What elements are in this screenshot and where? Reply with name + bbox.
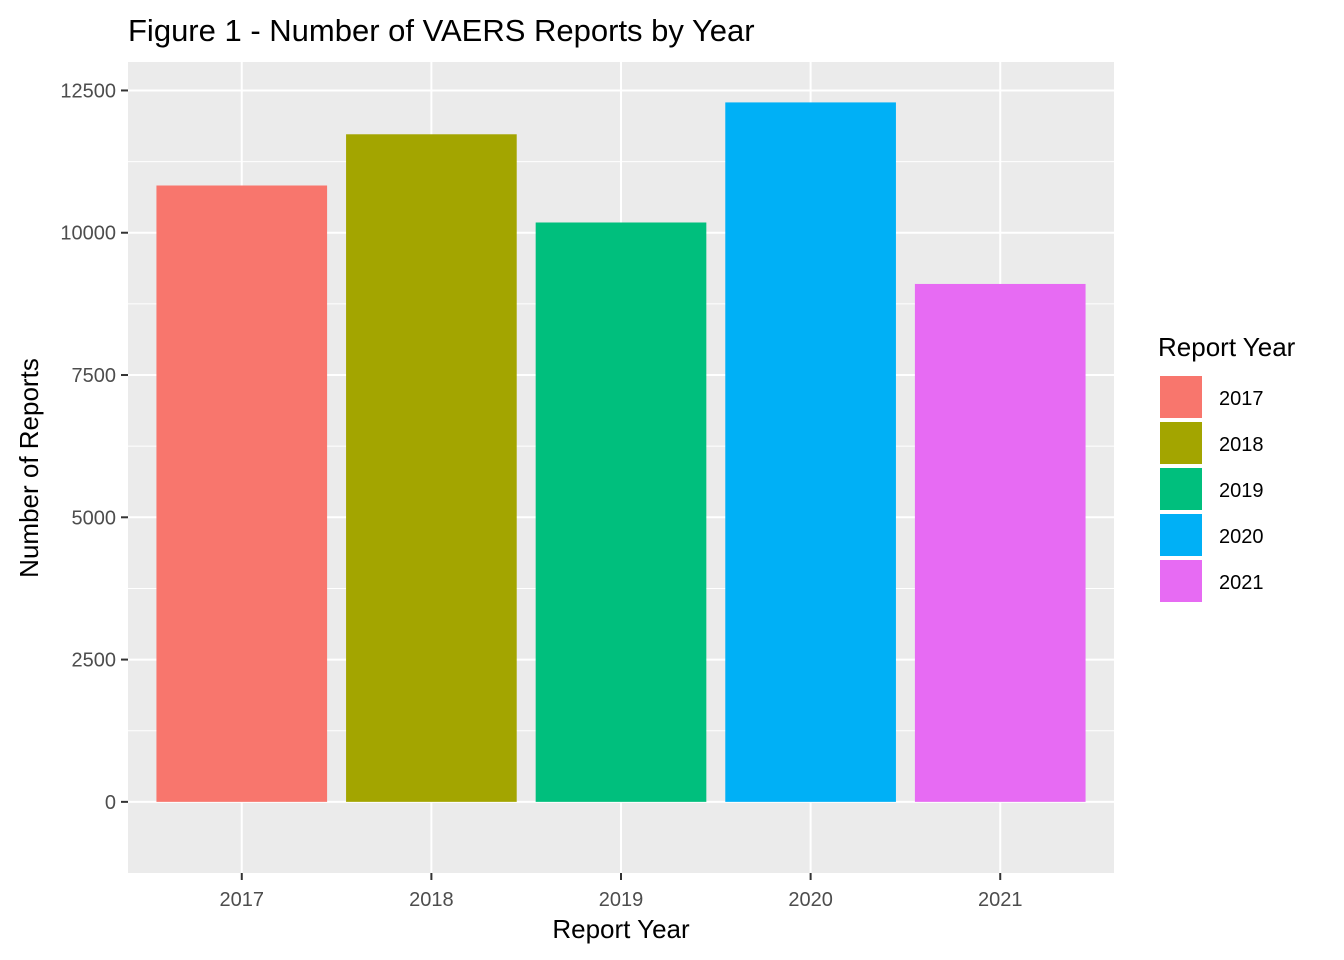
legend-swatch-2017 <box>1160 376 1202 418</box>
legend-label: 2017 <box>1219 388 1264 410</box>
y-axis: 0 2500 5000 7500 10000 12500 <box>60 80 128 814</box>
y-tick-label: 12500 <box>60 80 116 102</box>
x-tick-label: 2017 <box>220 889 265 911</box>
legend-label: 2020 <box>1219 526 1264 548</box>
bars <box>156 102 1086 802</box>
bar-2017 <box>156 185 328 802</box>
legend-items: 2017 2018 2019 2020 2021 <box>1158 374 1264 604</box>
y-axis-title: Number of Reports <box>14 358 44 578</box>
x-tick-label: 2020 <box>788 889 833 911</box>
bar-2018 <box>346 134 517 802</box>
legend-swatch-2021 <box>1160 560 1202 602</box>
bar-2019 <box>535 222 707 802</box>
x-axis-title: Report Year <box>552 914 690 944</box>
legend-label: 2018 <box>1219 434 1264 456</box>
x-tick-label: 2018 <box>409 889 454 911</box>
legend-label: 2019 <box>1219 480 1264 502</box>
legend: Report Year 2017 2018 2019 2020 2021 <box>1158 332 1296 604</box>
legend-swatch-2018 <box>1160 422 1202 464</box>
legend-title: Report Year <box>1158 332 1296 362</box>
y-tick-label: 2500 <box>72 650 117 672</box>
y-tick-label: 5000 <box>72 507 117 529</box>
legend-swatch-2019 <box>1160 468 1202 510</box>
x-tick-label: 2019 <box>599 889 644 911</box>
chart-title: Figure 1 - Number of VAERS Reports by Ye… <box>128 13 755 48</box>
y-tick-label: 0 <box>105 792 116 814</box>
x-tick-label: 2021 <box>978 889 1023 911</box>
y-tick-label: 10000 <box>60 223 116 245</box>
bar-2020 <box>725 102 896 802</box>
y-tick-label: 7500 <box>72 365 117 387</box>
legend-swatch-2020 <box>1160 514 1202 556</box>
legend-label: 2021 <box>1219 572 1264 594</box>
x-axis: 2017 2018 2019 2020 2021 <box>220 873 1023 911</box>
bar-2021 <box>914 283 1086 802</box>
